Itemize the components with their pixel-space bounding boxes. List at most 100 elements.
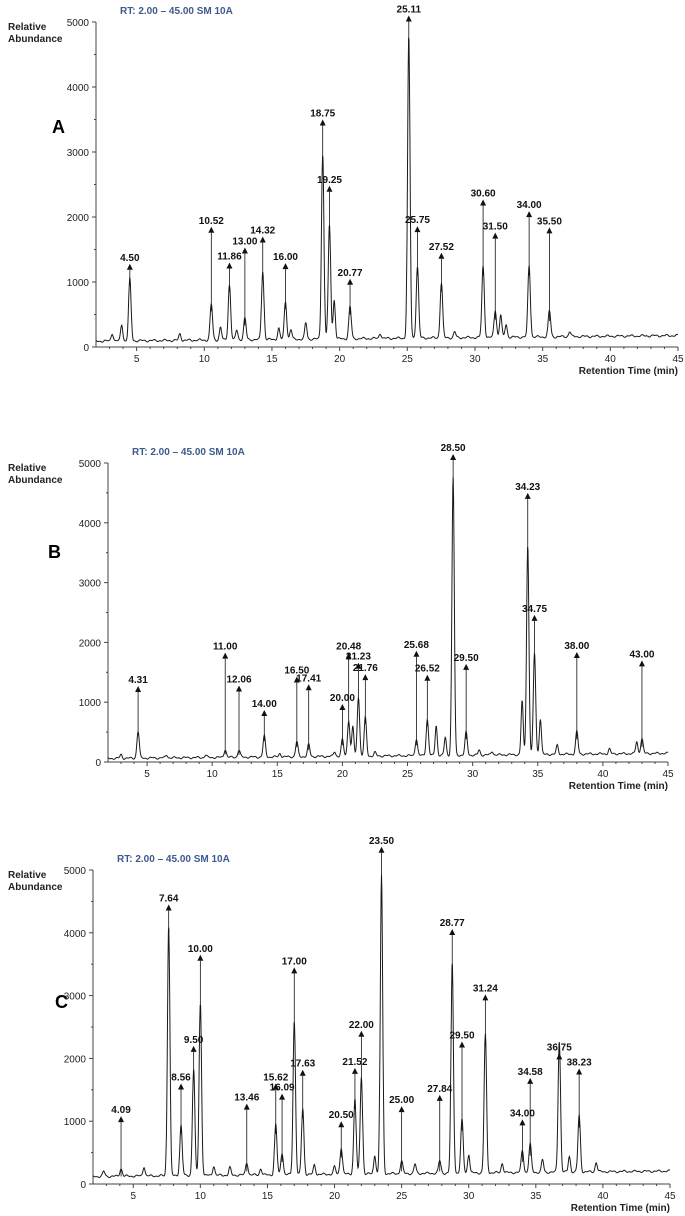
peak-arrow-icon (398, 1106, 405, 1113)
y-tick-label: 0 (95, 758, 101, 769)
x-tick-label: 5 (134, 354, 140, 365)
x-tick-label: 15 (266, 354, 278, 365)
peak-label: 29.50 (449, 1030, 474, 1041)
peak-arrow-icon (449, 929, 456, 936)
peak-label: 14.32 (250, 226, 275, 237)
y-tick-label: 1000 (67, 278, 90, 289)
peak-arrow-icon (463, 663, 470, 670)
peak-arrow-icon (556, 1053, 563, 1060)
x-tick-label: 5 (144, 769, 150, 780)
peak-arrow-icon (259, 236, 266, 243)
x-axis-label: Retention Time (min) (569, 781, 668, 792)
peak-label: 7.64 (159, 894, 179, 905)
peak-label: 20.00 (330, 693, 355, 704)
peak-label: 19.25 (317, 175, 342, 186)
peak-label: 31.24 (473, 983, 498, 994)
x-tick-label: 45 (672, 354, 684, 365)
chromatogram-panel-b: RT: 2.00 – 45.00 SM 10A B Relative Abundanc… (0, 408, 685, 804)
x-axis-label: Retention Time (min) (579, 366, 678, 377)
x-tick-label: 10 (195, 1191, 207, 1202)
chromatogram-trace (95, 37, 679, 343)
peak-arrow-icon (226, 262, 233, 269)
peak-label: 43.00 (629, 649, 654, 660)
peak-label: 34.00 (510, 1108, 535, 1119)
peak-arrow-icon (414, 226, 421, 233)
y-tick-label: 4000 (64, 929, 87, 940)
peak-label: 15.62 (263, 1073, 288, 1084)
peak-arrow-icon (405, 15, 412, 22)
x-tick-label: 20 (337, 769, 349, 780)
x-tick-label: 40 (597, 1191, 609, 1202)
peak-arrow-icon (482, 994, 489, 1001)
x-tick-label: 45 (664, 1191, 676, 1202)
peak-arrow-icon (378, 846, 385, 853)
peak-arrow-icon (358, 1030, 365, 1037)
peak-arrow-icon (305, 684, 312, 691)
peak-label: 16.00 (273, 252, 298, 263)
peak-label: 18.75 (310, 109, 335, 120)
peak-label: 28.50 (441, 443, 466, 454)
x-tick-label: 30 (467, 769, 479, 780)
peak-arrow-icon (524, 492, 531, 499)
chromatogram-trace (92, 874, 671, 1179)
peak-label: 27.52 (429, 242, 454, 253)
peak-label: 9.50 (184, 1035, 204, 1046)
x-tick-label: 25 (396, 1191, 408, 1202)
peak-arrow-icon (165, 904, 172, 911)
x-tick-label: 30 (469, 354, 481, 365)
peak-arrow-icon (282, 263, 289, 270)
peak-label: 4.09 (111, 1105, 131, 1116)
peak-label: 34.23 (515, 482, 540, 493)
x-tick-label: 5 (130, 1191, 136, 1202)
peak-arrow-icon (293, 676, 300, 683)
peak-arrow-icon (526, 211, 533, 218)
peak-arrow-icon (208, 226, 215, 233)
peak-label: 25.68 (404, 640, 429, 651)
x-tick-label: 45 (662, 769, 674, 780)
peak-label: 17.41 (296, 673, 321, 684)
chromatogram-panel-a: RT: 2.00 – 45.00 SM 10A A Relative Abundanc… (0, 0, 685, 390)
y-tick-label: 5000 (64, 866, 87, 877)
peak-label: 8.56 (171, 1073, 191, 1084)
peak-arrow-icon (519, 1119, 526, 1126)
peak-arrow-icon (438, 252, 445, 259)
peak-label: 38.23 (567, 1057, 592, 1068)
peak-label: 34.58 (518, 1067, 543, 1078)
peak-arrow-icon (236, 685, 243, 692)
peak-label: 14.00 (252, 699, 277, 710)
y-tick-label: 4000 (67, 83, 90, 94)
chart-header: RT: 2.00 – 45.00 SM 10A (132, 447, 245, 458)
peak-label: 16.50 (284, 665, 309, 676)
peak-label: 21.23 (346, 652, 371, 663)
peak-label: 4.31 (128, 675, 148, 686)
peak-arrow-icon (413, 650, 420, 657)
peak-arrow-icon (299, 1069, 306, 1076)
peak-arrow-icon (531, 614, 538, 621)
y-tick-label: 2000 (67, 213, 90, 224)
peak-label: 22.00 (349, 1020, 374, 1031)
peak-arrow-icon (126, 263, 133, 270)
peak-arrow-icon (279, 1093, 286, 1100)
y-axis-label: Relative Abundance (8, 22, 63, 45)
peak-label: 29.50 (454, 653, 479, 664)
peak-label: 34.75 (522, 604, 547, 615)
peak-label: 13.00 (232, 237, 257, 248)
peak-arrow-icon (527, 1077, 534, 1084)
peak-label: 25.11 (397, 5, 422, 16)
peak-arrow-icon (546, 227, 553, 234)
chromatogram-panel-c: RT: 2.00 – 45.00 SM 10A C Relative Abundanc… (0, 818, 685, 1216)
peak-arrow-icon (638, 660, 645, 667)
peak-arrow-icon (424, 674, 431, 681)
y-tick-label: 0 (83, 343, 89, 354)
peak-label: 11.86 (217, 252, 242, 263)
x-tick-label: 10 (199, 354, 211, 365)
x-tick-label: 35 (537, 354, 549, 365)
peak-arrow-icon (576, 1068, 583, 1075)
peak-label: 12.06 (226, 674, 251, 685)
chart-header: RT: 2.00 – 45.00 SM 10A (120, 6, 233, 17)
y-tick-label: 3000 (67, 148, 90, 159)
y-tick-label: 0 (80, 1180, 86, 1191)
peak-arrow-icon (450, 454, 457, 461)
peak-arrow-icon (135, 686, 142, 693)
x-tick-label: 20 (329, 1191, 341, 1202)
